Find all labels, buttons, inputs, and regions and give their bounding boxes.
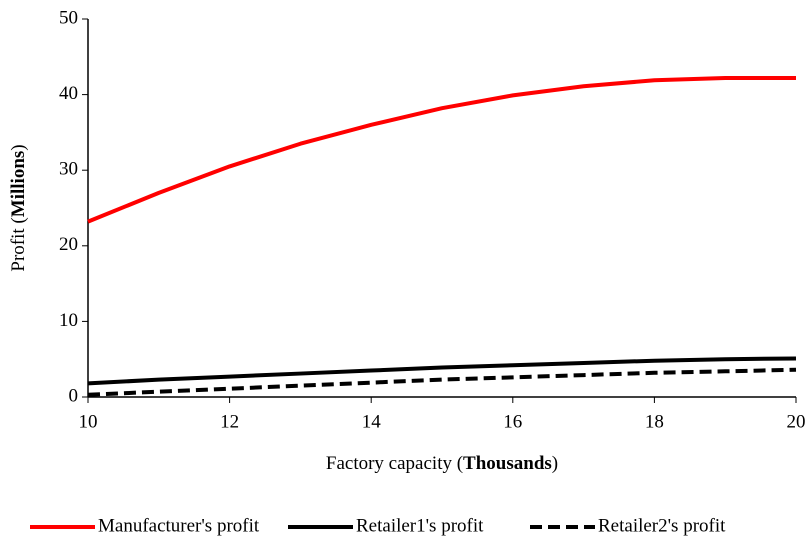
- y-tick-label: 30: [59, 159, 78, 180]
- x-axis-label-part: Thousands: [463, 453, 552, 474]
- x-tick-label: 18: [645, 411, 664, 432]
- y-axis-label-part: Millions: [8, 151, 29, 218]
- y-tick-label: 40: [59, 83, 78, 104]
- y-tick-label: 0: [69, 385, 79, 406]
- legend-label: Manufacturer's profit: [98, 515, 260, 536]
- series-line: [87, 367, 797, 397]
- y-axis-label-part: ): [8, 144, 29, 150]
- series-line: [87, 75, 796, 224]
- y-tick-label: 50: [59, 7, 78, 28]
- x-tick-label: 12: [220, 411, 239, 432]
- y-axis-label-part: Profit (: [8, 217, 29, 271]
- x-tick-label: 14: [362, 411, 382, 432]
- legend-label: Retailer2's profit: [598, 515, 726, 536]
- y-tick-label: 10: [59, 310, 78, 331]
- x-axis-label-part: Factory capacity (: [326, 453, 463, 474]
- x-axis-label-part: ): [552, 453, 558, 474]
- y-tick-label: 20: [59, 234, 78, 255]
- series-line: [87, 356, 797, 386]
- x-tick-label: 20: [787, 411, 806, 432]
- x-tick-label: 16: [503, 411, 522, 432]
- x-axis-label: Factory capacity (Thousands): [326, 453, 558, 474]
- x-tick-label: 10: [79, 411, 98, 432]
- y-axis-label: Profit (Millions): [8, 144, 29, 271]
- legend-label: Retailer1's profit: [356, 515, 484, 536]
